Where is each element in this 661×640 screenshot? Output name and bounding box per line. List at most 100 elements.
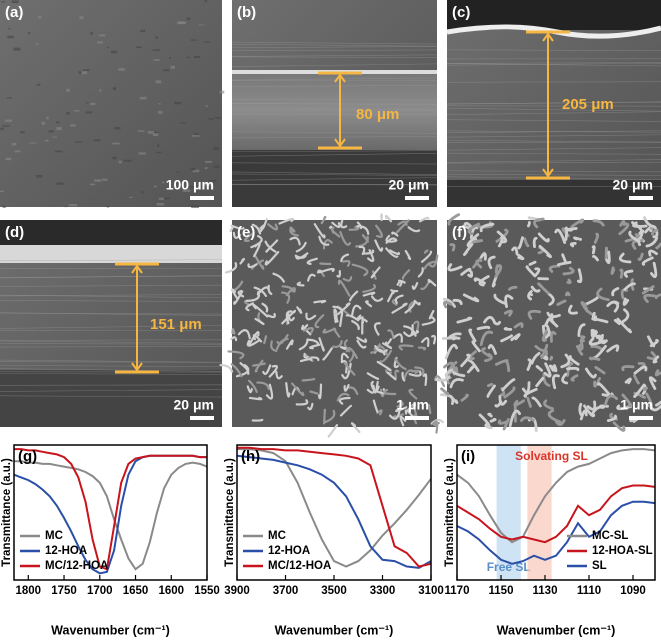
fiber [356, 336, 368, 343]
fiber [307, 273, 316, 282]
fiber [612, 300, 620, 313]
x-tick-label: 3100 [418, 585, 444, 597]
fiber [265, 383, 274, 400]
texture [82, 69, 90, 72]
fiber [341, 362, 352, 380]
fiber [599, 404, 610, 409]
fiber [296, 281, 305, 287]
sem-image [434, 213, 661, 433]
legend-label: MC-SL [592, 530, 628, 542]
fiber [394, 369, 400, 379]
fiber [362, 283, 377, 293]
fiber [395, 406, 408, 413]
fiber [404, 409, 415, 419]
arrow-head [131, 264, 143, 372]
texture [36, 174, 43, 178]
texture [136, 46, 142, 49]
fiber [316, 269, 323, 274]
fiber [452, 298, 463, 306]
fiber [403, 324, 414, 338]
fiber [486, 382, 494, 388]
texture [231, 131, 438, 134]
fiber [483, 315, 497, 325]
texture [204, 0, 208, 3]
sem-image [446, 0, 661, 207]
fiber [423, 260, 438, 270]
fiber [575, 339, 584, 351]
fiber [508, 409, 522, 428]
fiber [374, 345, 388, 354]
fiber [596, 382, 611, 396]
texture [231, 173, 438, 176]
fiber [643, 293, 657, 303]
texture [170, 65, 175, 69]
texture [101, 178, 108, 181]
texture [13, 47, 21, 51]
fiber [388, 410, 401, 420]
fiber [295, 399, 309, 406]
fiber [379, 349, 393, 363]
texture [44, 139, 49, 142]
x-tick-label: 1170 [445, 585, 470, 597]
fiber [278, 217, 295, 225]
fiber [654, 369, 661, 377]
fiber [358, 245, 366, 256]
fiber [267, 284, 273, 296]
fiber [383, 388, 397, 396]
texture [99, 34, 106, 37]
x-tick-label: 3300 [370, 585, 396, 597]
fiber [566, 366, 580, 372]
fiber [351, 320, 360, 331]
fiber [487, 255, 496, 270]
fiber [622, 297, 630, 306]
x-tick-label: 1150 [489, 585, 514, 597]
texture [205, 105, 209, 107]
texture [153, 59, 160, 61]
fiber [391, 302, 408, 314]
texture [85, 102, 89, 104]
fiber [520, 416, 535, 422]
fiber [414, 366, 425, 376]
fiber [376, 360, 392, 372]
texture [186, 56, 191, 59]
texture [138, 152, 146, 155]
fiber [318, 235, 330, 246]
edge [0, 245, 222, 263]
x-axis-label: Wavenumber (cm⁻¹) [51, 623, 170, 637]
texture [182, 189, 191, 192]
fiber [281, 285, 294, 293]
fiber [593, 232, 600, 244]
texture [231, 162, 438, 165]
fiber [309, 343, 321, 350]
fiber [560, 353, 571, 369]
fiber [237, 329, 251, 340]
fiber [427, 278, 437, 287]
fiber [549, 330, 557, 343]
texture [0, 300, 223, 302]
fiber [323, 408, 326, 425]
scale-bar-label: 1 μm [620, 397, 653, 413]
texture [0, 190, 4, 193]
fiber [496, 230, 508, 244]
fiber [537, 232, 550, 243]
sem-image [0, 220, 223, 427]
texture [0, 368, 223, 372]
panel-label: (d) [5, 224, 24, 241]
fiber [537, 282, 550, 295]
fiber [513, 322, 524, 329]
fiber [549, 355, 554, 361]
fiber [566, 361, 574, 377]
fiber [385, 338, 393, 346]
legend-label: 12-HOA [268, 545, 310, 557]
fiber [466, 233, 480, 248]
fiber [376, 409, 383, 416]
fiber [526, 358, 532, 372]
fiber [313, 223, 326, 239]
texture [73, 110, 80, 112]
fiber [375, 224, 383, 238]
texture [446, 139, 661, 143]
texture [137, 130, 145, 132]
fiber [253, 242, 261, 258]
fiber [648, 376, 657, 390]
